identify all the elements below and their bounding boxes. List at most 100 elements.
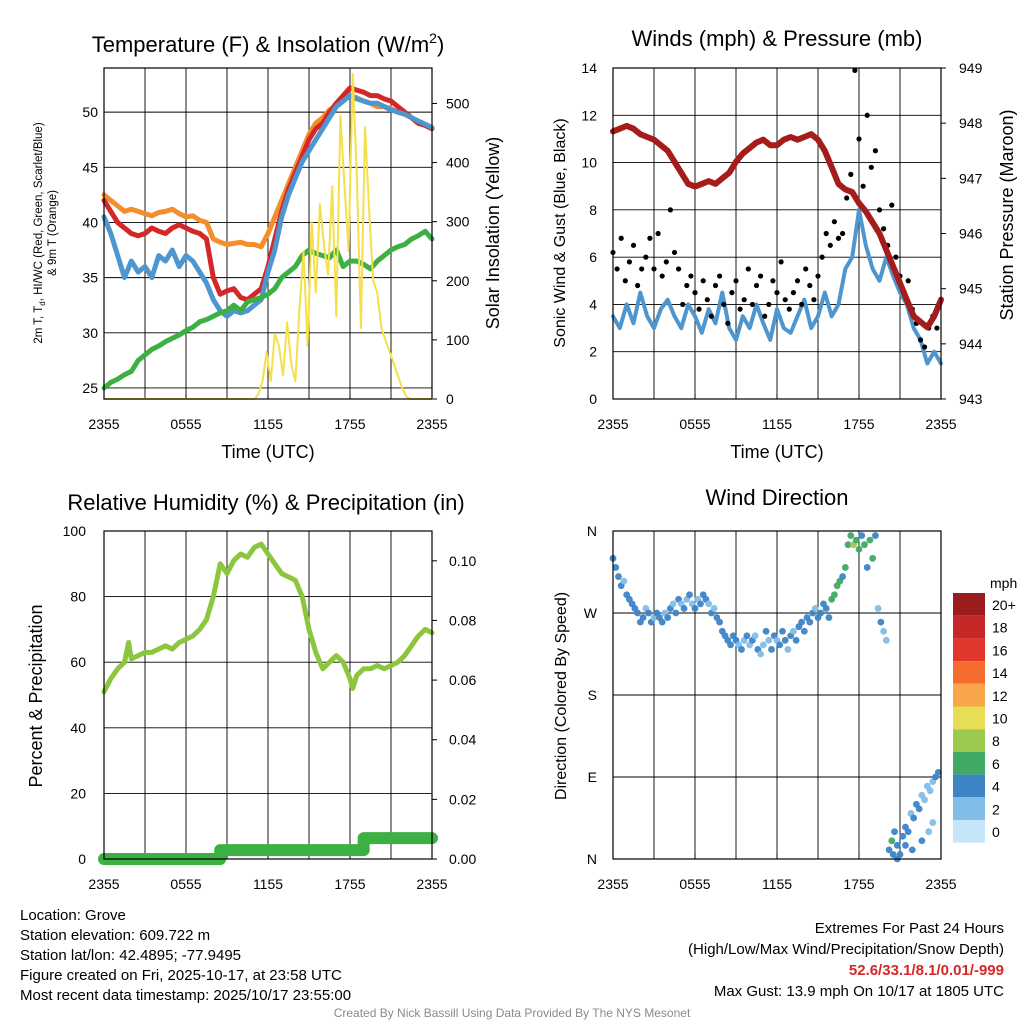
recent-data-timestamp: Most recent data timestamp: 2025/10/17 2… <box>20 987 352 1004</box>
wdir-xtick-label: 1755 <box>843 876 874 892</box>
speed-legend-label: 18 <box>992 620 1008 636</box>
wdir-point <box>738 646 745 653</box>
wind-series-station-pressure <box>610 122 944 331</box>
wdir-point <box>926 787 934 795</box>
speed-legend-label: 20+ <box>992 597 1016 613</box>
speed-legend-swatch <box>953 797 985 820</box>
speed-legend-swatch <box>953 615 985 639</box>
wdir-ytick-label: N <box>587 523 597 539</box>
wdir-point <box>680 605 688 612</box>
temp-frame <box>103 67 433 400</box>
wdir-ytick-label: S <box>588 687 597 703</box>
wind-ytick-right-label: 943 <box>959 391 983 407</box>
temp-xtick-label: 1155 <box>253 416 283 432</box>
wdir-point <box>757 650 764 658</box>
wind-gust-point <box>823 230 829 237</box>
wdir-points <box>609 532 942 863</box>
rh-ytick-label: 0 <box>78 851 86 867</box>
wind-gust-point <box>881 226 887 232</box>
credit-line: Created By Nick Bassill Using Data Provi… <box>333 1006 691 1020</box>
wdir-point <box>784 646 792 653</box>
wdir-point <box>792 636 800 644</box>
wdir-title: Wind Direction <box>705 485 848 510</box>
wdir-point <box>910 814 918 822</box>
wdir-point <box>686 591 693 599</box>
wind-gust-point <box>872 148 879 154</box>
speed-legend-swatch <box>953 706 985 730</box>
wind-gust-point <box>835 235 842 241</box>
temp-title: Temperature (F) & Insolation (W/m2) <box>92 30 445 57</box>
wind-gust-point <box>745 266 751 272</box>
speed-legend-label: 8 <box>992 733 1000 749</box>
wdir-point <box>759 641 767 649</box>
rh-ytick-label: 100 <box>63 523 87 539</box>
wind-gust-point <box>692 290 698 296</box>
temp-xtick-label: 2355 <box>416 416 447 432</box>
wind-gust-point <box>622 278 628 284</box>
wdir-point <box>710 605 718 612</box>
station-elevation: Station elevation: 609.722 m <box>20 927 211 944</box>
wdir-ytick-label: W <box>584 605 598 621</box>
wind-xlabel: Time (UTC) <box>730 442 823 462</box>
wind-gust-point <box>717 273 723 279</box>
wind-ylabel-right: Station Pressure (Maroon) <box>997 109 1017 320</box>
speed-legend-title: mph <box>990 575 1017 591</box>
wind-xtick-label: 2355 <box>925 416 956 432</box>
wdir-frame <box>612 530 942 860</box>
wdir-point <box>639 614 647 621</box>
wind-ytick-right-label: 946 <box>959 226 983 242</box>
speed-legend: mph 20+ 18 16 14 12 10 8 6 4 2 0 <box>953 575 1017 843</box>
wdir-point <box>858 532 866 539</box>
station-info: Location: Grove Station elevation: 609.7… <box>20 906 351 1006</box>
wdir-point <box>880 627 887 635</box>
extremes-title: Extremes For Past 24 Hours <box>814 920 1004 937</box>
wdir-point <box>885 846 893 854</box>
wind-gust-point <box>721 301 727 308</box>
wind-gust-point <box>639 266 645 272</box>
wind-gust-point <box>856 136 862 142</box>
temp-series-td <box>101 228 435 391</box>
wdir-point <box>781 636 789 644</box>
wind-gust-point <box>708 313 715 319</box>
rh-ytick-right-label: 0.02 <box>449 791 476 807</box>
temp-ytick-label: 50 <box>82 104 98 120</box>
wind-ytick-label: 12 <box>581 107 597 123</box>
rh-series-relative-humidity <box>101 541 435 695</box>
wdir-point <box>672 609 680 617</box>
wind-gust-point <box>680 301 686 308</box>
speed-legend-label: 12 <box>992 688 1008 704</box>
wdir-point <box>921 796 928 804</box>
wdir-point <box>852 536 860 544</box>
wdir-point <box>904 828 912 836</box>
wind-gust-point <box>799 301 805 308</box>
wdir-point <box>882 636 890 644</box>
wind-gust-point <box>868 164 874 170</box>
rh-frame <box>103 530 433 860</box>
wdir-point <box>889 851 897 858</box>
temp-ytick-label: 45 <box>82 159 98 175</box>
wind-xtick-label: 2355 <box>597 416 628 432</box>
wind-gust-point <box>876 207 883 213</box>
wind-gust-point <box>663 259 669 265</box>
wind-gust-point <box>655 230 661 237</box>
rh-ytick-right-label: 0.08 <box>449 612 476 628</box>
wind-gust-point <box>831 219 838 225</box>
wdir-point <box>620 577 628 585</box>
wind-ytick-label: 0 <box>589 391 597 407</box>
wind-gust-point <box>667 207 674 213</box>
wind-gust-point <box>635 282 641 289</box>
wind-gust-point <box>860 183 866 189</box>
wind-gust-point <box>749 301 756 308</box>
speed-legend-swatch <box>953 774 985 798</box>
rh-xtick-label: 1155 <box>253 876 283 892</box>
wind-gust-point <box>889 202 895 208</box>
speed-legend-label: 4 <box>992 779 1000 795</box>
wdir-point <box>893 841 901 849</box>
wdir-point <box>634 609 641 617</box>
wdir-point <box>716 618 723 626</box>
wind-gust-point <box>688 273 694 279</box>
temp-ytick-label: 30 <box>82 325 98 341</box>
wind-xtick-label: 1155 <box>762 416 792 432</box>
speed-legend-label: 10 <box>992 711 1008 727</box>
